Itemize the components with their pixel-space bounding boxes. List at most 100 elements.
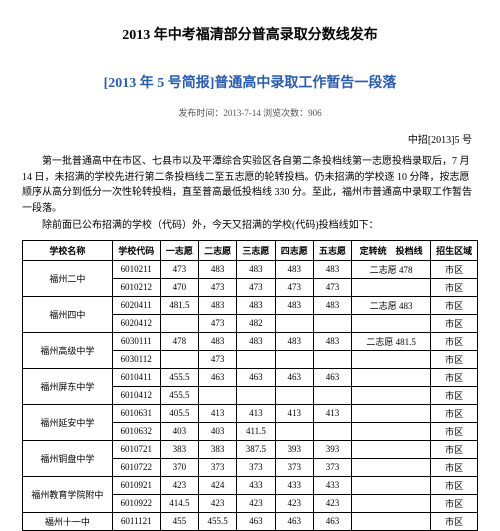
table-header-row: 学校名称 学校代码 一志愿 二志愿 三志愿 四志愿 五志愿 定转统 投档线 招生… [23, 240, 478, 260]
cell: 市区 [431, 422, 478, 440]
cell: 473 [237, 278, 275, 296]
cell: 6011121 [112, 512, 160, 530]
cell: 6010921 [112, 476, 160, 494]
cell: 市区 [431, 260, 478, 278]
cell: 373 [237, 458, 275, 476]
cell [275, 386, 313, 404]
table-row: 福州教育学院附中6010921423424433433433市区 [23, 476, 478, 494]
cell: 市区 [431, 386, 478, 404]
cell: 478 [160, 332, 198, 350]
cell [352, 386, 431, 404]
cell: 6010922 [112, 494, 160, 512]
cell [352, 440, 431, 458]
paragraph-1: 第一批普通高中在市区、七县市以及平潭综合实验区各自第二条投档线第一志愿投档录取后… [22, 154, 478, 216]
cell-school-name: 福州高级中学 [23, 332, 113, 368]
cell: 483 [198, 260, 236, 278]
cell: 市区 [431, 332, 478, 350]
cell: 483 [313, 332, 351, 350]
cell: 市区 [431, 350, 478, 368]
cell: 455.5 [160, 386, 198, 404]
table-row: 福州高级中学6030111478483483483483二志愿 481.5市区 [23, 332, 478, 350]
cell: 483 [198, 296, 236, 314]
cell: 373 [275, 458, 313, 476]
cell: 6020412 [112, 314, 160, 332]
cell: 6010212 [112, 278, 160, 296]
cell: 473 [160, 260, 198, 278]
col-wish-5: 五志愿 [313, 240, 351, 260]
cell: 6030112 [112, 350, 160, 368]
cell: 413 [313, 404, 351, 422]
cell: 455 [160, 512, 198, 530]
cell: 393 [275, 440, 313, 458]
cell: 455.5 [160, 368, 198, 386]
cell: 403 [160, 422, 198, 440]
table-row: 福州延安中学6010631405.5413413413413市区 [23, 404, 478, 422]
cell [237, 386, 275, 404]
cell: 455.5 [198, 512, 236, 530]
cell: 383 [160, 440, 198, 458]
col-school-code: 学校代码 [112, 240, 160, 260]
cell: 483 [237, 332, 275, 350]
cell-school-name: 福州十一中 [23, 512, 113, 530]
cell: 373 [198, 458, 236, 476]
table-row: 福州铜盘中学6010721383383387.5393393市区 [23, 440, 478, 458]
cell: 二志愿 481.5 [352, 332, 431, 350]
cell: 463 [313, 368, 351, 386]
cell [275, 314, 313, 332]
cell: 483 [275, 296, 313, 314]
cell [352, 512, 431, 530]
cell: 370 [160, 458, 198, 476]
table-row: 福州屏东中学6010411455.5463463463463市区 [23, 368, 478, 386]
cell: 463 [275, 512, 313, 530]
cell: 463 [237, 512, 275, 530]
cell: 市区 [431, 404, 478, 422]
cell: 423 [160, 476, 198, 494]
cell-school-name: 福州二中 [23, 260, 113, 296]
cell: 413 [237, 404, 275, 422]
cell: 483 [275, 332, 313, 350]
cell: 463 [313, 512, 351, 530]
table-row: 福州四中6020411481.5483483483483二志愿 483市区 [23, 296, 478, 314]
cell: 470 [160, 278, 198, 296]
cell: 482 [237, 314, 275, 332]
col-wish-3: 三志愿 [237, 240, 275, 260]
col-wish-1: 一志愿 [160, 240, 198, 260]
cell: 483 [237, 296, 275, 314]
cell [352, 368, 431, 386]
cell [160, 314, 198, 332]
cell: 483 [313, 260, 351, 278]
cell: 市区 [431, 368, 478, 386]
cell [352, 278, 431, 296]
cell: 6010412 [112, 386, 160, 404]
cell-school-name: 福州铜盘中学 [23, 440, 113, 476]
cell-school-name: 福州屏东中学 [23, 368, 113, 404]
table-row: 福州十一中6011121455455.5463463463市区 [23, 512, 478, 530]
cell [275, 422, 313, 440]
cell: 383 [198, 440, 236, 458]
cell: 424 [198, 476, 236, 494]
cell: 463 [237, 368, 275, 386]
cell: 411.5 [237, 422, 275, 440]
cell: 387.5 [237, 440, 275, 458]
cell [352, 422, 431, 440]
publish-meta: 发布时间：2013-7-14 浏览次数：906 [22, 106, 478, 119]
col-wish-2: 二志愿 [198, 240, 236, 260]
cell: 473 [275, 278, 313, 296]
cell-school-name: 福州四中 [23, 296, 113, 332]
cell [160, 350, 198, 368]
cell: 6010631 [112, 404, 160, 422]
cell: 413 [275, 404, 313, 422]
cell: 393 [313, 440, 351, 458]
cell [352, 458, 431, 476]
cell: 市区 [431, 278, 478, 296]
cell [352, 350, 431, 368]
cell: 市区 [431, 458, 478, 476]
cell [352, 494, 431, 512]
cell: 483 [198, 332, 236, 350]
doc-number: 中招[2013]5 号 [22, 131, 478, 146]
col-cutoff-line: 定转统 投档线 [352, 240, 431, 260]
cell: 403 [198, 422, 236, 440]
cell: 414.5 [160, 494, 198, 512]
cell: 483 [275, 260, 313, 278]
cell: 483 [237, 260, 275, 278]
